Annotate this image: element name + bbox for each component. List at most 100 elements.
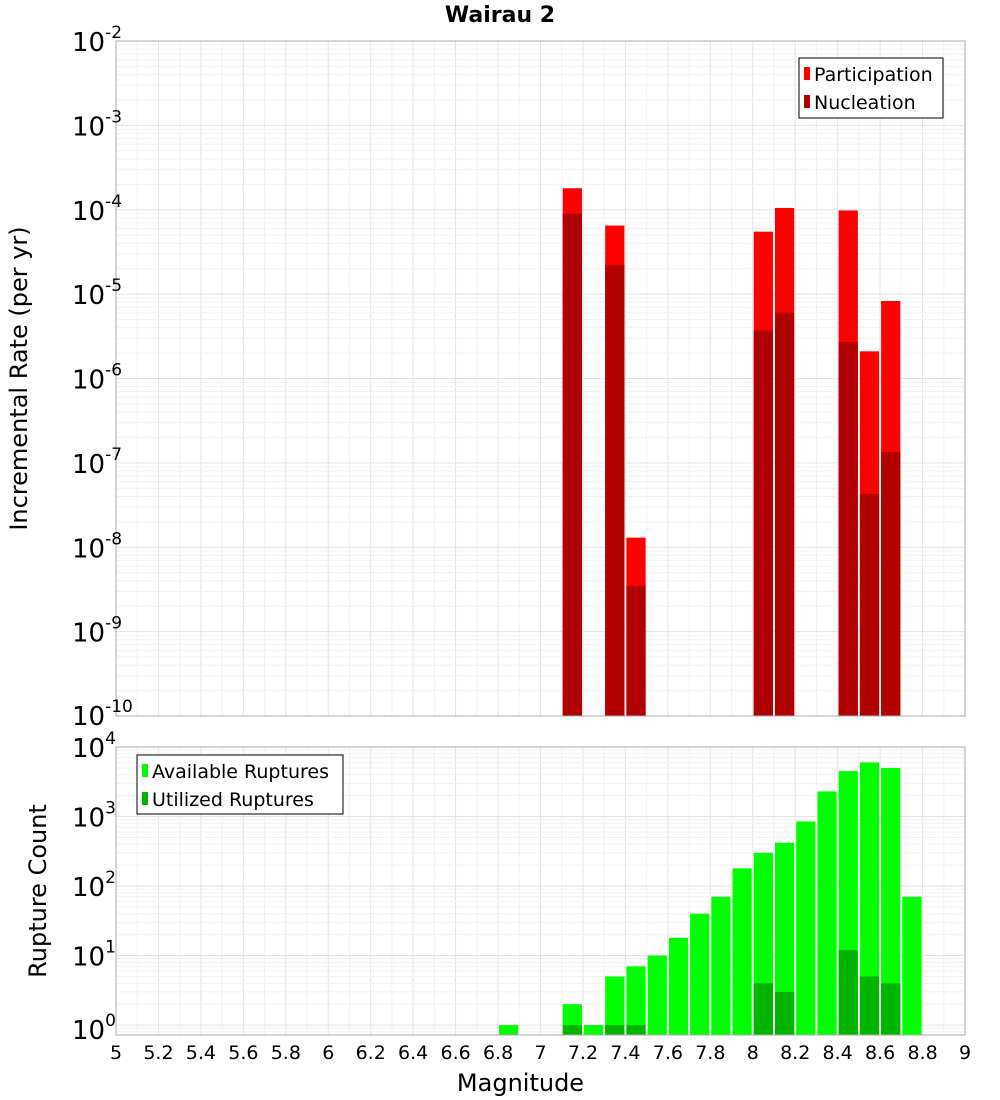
y-tick-label: 10-7 — [72, 445, 122, 480]
available-ruptures-bar — [859, 762, 880, 1035]
legend-swatch — [804, 67, 810, 80]
x-tick-label: 6.4 — [398, 1042, 428, 1064]
y-tick-exponent: 4 — [105, 729, 116, 749]
available-ruptures-bar — [690, 913, 710, 1035]
x-tick-label: 5 — [110, 1042, 122, 1064]
legend: Available Ruptures Utilized Ruptures — [136, 754, 344, 815]
y-tick-label: 10-5 — [72, 276, 122, 311]
x-tick-label: 8.4 — [823, 1042, 853, 1064]
y-tick-base: 10 — [72, 702, 105, 732]
y-tick-exponent: 0 — [105, 1011, 116, 1031]
available-ruptures-bar — [605, 976, 625, 1035]
available-ruptures-bar — [499, 1025, 519, 1035]
y-tick-exponent: -8 — [105, 529, 122, 549]
utilized-ruptures-bar — [626, 1025, 646, 1035]
y-tick-exponent: -5 — [105, 276, 122, 296]
y-tick-label: 10-4 — [72, 192, 122, 227]
y-tick-label: 10-9 — [72, 614, 122, 649]
x-tick-label: 8.8 — [907, 1042, 937, 1064]
available-ruptures-bar — [711, 896, 731, 1035]
bars — [562, 188, 901, 717]
legend-swatch — [804, 95, 810, 108]
y-tick-base: 10 — [72, 281, 105, 311]
legend-label: Nucleation — [814, 92, 916, 114]
utilized-ruptures-bar — [838, 950, 858, 1035]
y-tick-base: 10 — [72, 112, 105, 142]
y-tick-base: 10 — [72, 197, 105, 227]
y-tick-exponent: -10 — [105, 697, 133, 717]
legend-box — [798, 57, 944, 119]
legend-label: Utilized Ruptures — [152, 789, 314, 811]
y-tick-label: 10-6 — [72, 361, 122, 396]
y-tick-label: 10-3 — [72, 107, 122, 142]
y-tick-label: 10-10 — [72, 697, 133, 732]
x-tick-label: 5.8 — [271, 1042, 301, 1064]
x-tick-label: 5.2 — [143, 1042, 173, 1064]
y-tick-base: 10 — [72, 734, 105, 764]
y-tick-label: 103 — [72, 799, 116, 834]
x-tick-label: 5.6 — [228, 1042, 258, 1064]
y-tick-base: 10 — [72, 804, 105, 834]
x-tick-label: 8.2 — [780, 1042, 810, 1064]
nucleation-bar — [753, 330, 773, 716]
x-tick-label: 6.8 — [483, 1042, 513, 1064]
y-tick-exponent: -9 — [105, 614, 122, 634]
y-tick-base: 10 — [72, 450, 105, 480]
nucleation-bar — [859, 493, 880, 716]
y-tick-exponent: 1 — [105, 938, 116, 958]
bars — [499, 762, 922, 1035]
y-tick-base: 10 — [72, 28, 105, 58]
rate-panel: 10-210-310-410-510-610-710-810-910-10Par… — [5, 23, 966, 732]
utilized-ruptures-bar — [881, 983, 901, 1035]
available-ruptures-bar — [668, 937, 689, 1035]
y-tick-base: 10 — [72, 873, 105, 903]
nucleation-bar — [881, 451, 901, 716]
nucleation-bar — [774, 312, 795, 716]
x-tick-label: 8 — [747, 1042, 759, 1064]
y-tick-label: 104 — [72, 729, 116, 764]
x-tick-label: 6 — [322, 1042, 334, 1064]
y-axis-label: Incremental Rate (per yr) — [5, 226, 33, 530]
legend: Participation Nucleation — [798, 57, 944, 119]
available-ruptures-bar — [647, 955, 667, 1035]
x-tick-label: 7.6 — [653, 1042, 683, 1064]
x-tick-label: 9 — [959, 1042, 971, 1064]
y-axis-label: Rupture Count — [24, 804, 52, 978]
chart-title: Wairau 2 — [445, 3, 555, 28]
x-tick-label: 8.6 — [865, 1042, 895, 1064]
y-tick-base: 10 — [72, 943, 105, 973]
available-ruptures-bar — [626, 966, 646, 1035]
y-tick-exponent: -3 — [105, 107, 122, 127]
legend-swatch — [142, 792, 148, 805]
gridlines — [115, 40, 966, 717]
y-tick-base: 10 — [72, 619, 105, 649]
legend-box — [136, 754, 344, 815]
nucleation-bar — [605, 265, 625, 716]
y-tick-exponent: -4 — [105, 192, 122, 212]
y-tick-exponent: 2 — [105, 868, 116, 888]
legend-label: Participation — [814, 64, 933, 86]
utilized-ruptures-bar — [605, 1025, 625, 1035]
available-ruptures-bar — [817, 791, 837, 1035]
x-tick-label: 5.4 — [186, 1042, 216, 1064]
y-tick-base: 10 — [72, 534, 105, 564]
available-ruptures-bar — [902, 896, 922, 1035]
x-tick-label: 7.2 — [568, 1042, 598, 1064]
y-tick-label: 101 — [72, 938, 116, 973]
utilized-ruptures-bar — [774, 991, 795, 1035]
y-tick-base: 10 — [72, 1016, 105, 1046]
x-axis-label: Magnitude — [457, 1069, 584, 1097]
x-tick-label: 7.4 — [610, 1042, 640, 1064]
y-tick-exponent: -2 — [105, 23, 122, 43]
y-tick-labels: 10-210-310-410-510-610-710-810-910-10 — [72, 23, 133, 732]
legend-label: Available Ruptures — [152, 761, 329, 783]
x-tick-label: 7.8 — [695, 1042, 725, 1064]
y-tick-label: 100 — [72, 1011, 116, 1046]
x-tick-label: 7 — [534, 1042, 546, 1064]
y-tick-label: 102 — [72, 868, 116, 903]
y-tick-exponent: 3 — [105, 799, 116, 819]
nucleation-bar — [838, 342, 858, 716]
